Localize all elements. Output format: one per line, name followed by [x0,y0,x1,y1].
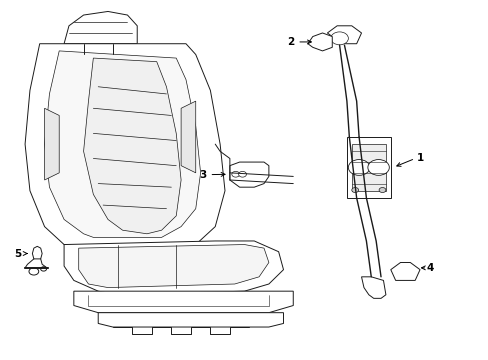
Polygon shape [307,33,331,51]
Circle shape [347,159,369,175]
Polygon shape [181,101,195,173]
Polygon shape [32,246,42,259]
Circle shape [238,171,246,177]
Polygon shape [25,44,224,252]
Polygon shape [229,162,268,187]
Text: 2: 2 [286,37,294,47]
Polygon shape [361,277,385,298]
Text: 4: 4 [425,263,432,273]
Circle shape [351,188,358,193]
Text: 1: 1 [416,153,423,163]
Polygon shape [44,108,59,180]
Polygon shape [390,262,419,280]
Polygon shape [327,26,361,44]
Circle shape [330,32,347,45]
Polygon shape [64,12,137,44]
Polygon shape [351,144,385,191]
Polygon shape [83,58,181,234]
Circle shape [378,188,385,193]
Text: 3: 3 [199,170,206,180]
Text: 5: 5 [14,248,21,258]
Polygon shape [98,313,283,327]
Polygon shape [346,137,390,198]
Polygon shape [64,241,283,295]
Polygon shape [44,51,200,237]
Circle shape [231,171,239,177]
Circle shape [29,268,39,275]
Circle shape [41,267,46,271]
Circle shape [367,159,388,175]
Polygon shape [79,244,268,288]
Polygon shape [74,291,293,313]
